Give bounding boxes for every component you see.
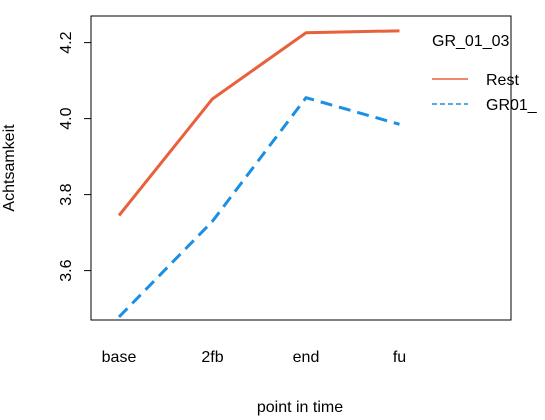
x-axis: base 2fb end fu (102, 349, 407, 366)
x-tick-label: 2fb (201, 349, 223, 366)
series-layer (117, 29, 400, 319)
y-tick-label: 3.8 (58, 183, 75, 205)
x-tick-label: base (102, 349, 137, 366)
y-axis-label: Achtsamkeit (1, 124, 18, 212)
series-line-gr01- (117, 96, 400, 319)
legend-label: GR01_ (486, 97, 538, 114)
x-axis-label: point in time (257, 399, 343, 416)
legend-title: GR_01_03 (432, 33, 509, 50)
y-axis: 3.6 3.8 4.0 4.2 (58, 31, 91, 282)
x-tick-label: end (293, 349, 320, 366)
series-line-rest (117, 29, 400, 217)
y-tick-label: 4.2 (58, 31, 75, 53)
plot-frame (90, 15, 512, 321)
y-tick-label: 4.0 (58, 107, 75, 129)
legend-label: Rest (486, 72, 519, 89)
legend: GR_01_03 Rest GR01_ (432, 33, 538, 114)
y-tick-label: 3.6 (58, 259, 75, 281)
x-tick-label: fu (393, 349, 406, 366)
